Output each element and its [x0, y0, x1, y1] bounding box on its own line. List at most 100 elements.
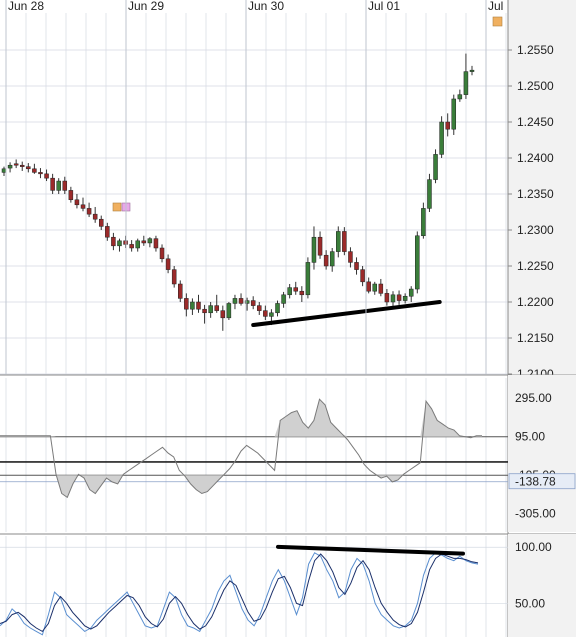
candle-bull [305, 262, 311, 296]
event-marker-orange-top[interactable] [492, 16, 503, 27]
candle-bull [135, 240, 140, 249]
cci-line [0, 398, 482, 499]
candle-bear [171, 269, 177, 285]
candle-bear [263, 310, 268, 317]
candle-bull [408, 288, 414, 297]
candle-bear [86, 208, 92, 215]
candle-bear [378, 283, 384, 294]
cci-oversold-area [0, 475, 482, 498]
stoch-tick-label: 100.00 [515, 540, 552, 554]
candle-bull [117, 240, 122, 247]
candle-bull [433, 154, 438, 180]
candle-bull [329, 251, 335, 267]
date-tick-label: Jun 30 [248, 0, 284, 13]
candle-bull [244, 300, 250, 304]
candle-bull [7, 164, 13, 169]
stoch-axis: 100.00 50.00 [515, 540, 552, 610]
candle-bear [153, 238, 159, 249]
candle-bull [190, 301, 195, 310]
candle-bear [366, 281, 371, 292]
candle-bull [275, 303, 280, 314]
candle-bull [269, 312, 274, 317]
cci-overbought-area [0, 399, 482, 437]
candle-bear [220, 310, 226, 319]
candle-bear [62, 180, 68, 191]
candle-bear [445, 121, 450, 130]
stoch-d-line [0, 553, 479, 633]
candle-bull [208, 305, 213, 314]
candle-bear [257, 305, 262, 311]
candle-bull [1, 168, 7, 173]
candle-bull [421, 208, 426, 237]
candle-bull [390, 294, 396, 303]
date-tick-label: Jun 28 [8, 0, 44, 13]
price-tick-label: 1.2250 [517, 259, 554, 273]
price-tick-label: 1.2500 [517, 79, 554, 93]
price-trendline [251, 300, 442, 328]
price-divergence-trendline [251, 300, 442, 328]
candle-bull [56, 180, 61, 191]
date-tick-label: Jun 29 [128, 0, 164, 13]
candle-bull [226, 303, 232, 319]
date-tick-label: Jul [488, 0, 503, 13]
candle-bull [336, 231, 341, 252]
stoch-grid [0, 534, 576, 637]
candle-bear [396, 294, 402, 301]
candle-bear [159, 247, 165, 260]
candle-bear [141, 240, 147, 244]
candle-bull [232, 298, 238, 304]
price-tick-label: 1.2550 [517, 43, 554, 57]
candle-bull [372, 283, 378, 292]
price-tick-label: 1.2400 [517, 151, 554, 165]
candle-bear [44, 173, 49, 179]
candle-bear [202, 308, 207, 314]
cci-current-value-box [508, 473, 576, 490]
candle-bear [92, 213, 98, 220]
candle-bear [98, 218, 104, 227]
candle-bull [469, 69, 475, 72]
candle-bear [196, 301, 201, 310]
candle-bull [415, 235, 420, 290]
candle-bear [293, 287, 298, 292]
candle-bull [451, 98, 457, 130]
price-candles [1, 53, 475, 331]
stoch-tick-label: 50.00 [515, 596, 545, 610]
candle-bear [342, 231, 347, 252]
stoch-divergence-trendline [276, 544, 465, 556]
price-tick-label: 1.2300 [517, 223, 554, 237]
candle-bear [299, 290, 305, 296]
candle-bull [439, 121, 444, 155]
date-axis: Jun 28 Jun 29 Jun 30 Jul 01 Jul [0, 0, 508, 374]
price-tick-label: 1.2150 [517, 331, 554, 345]
candle-bear [19, 164, 25, 167]
candle-bull [427, 179, 432, 209]
event-marker-orange[interactable] [112, 202, 122, 212]
candle-bull [281, 294, 286, 304]
price-grid [0, 0, 576, 375]
candle-bear [323, 254, 329, 267]
cci-tick-label: 95.00 [515, 430, 545, 444]
cci-axis-panel [508, 375, 576, 532]
candle-bear [214, 305, 219, 311]
price-tick-label: 1.2200 [517, 295, 554, 309]
cci-grid [0, 375, 576, 532]
candle-bear [68, 190, 74, 201]
date-axis-strip [0, 0, 508, 13]
stoch-k-line [0, 552, 479, 636]
candle-bull [287, 287, 292, 296]
stoch-axis-panel [508, 534, 576, 637]
candle-bear [165, 258, 171, 270]
candle-bear [105, 226, 110, 238]
candle-bear [80, 204, 86, 209]
candle-bear [317, 236, 323, 256]
candle-bear [360, 269, 365, 283]
stoch-trendline [276, 544, 465, 556]
cci-tick-label: 295.00 [515, 391, 552, 405]
candle-bear [50, 177, 55, 191]
stoch-pane: 100.00 50.00 [0, 534, 576, 637]
